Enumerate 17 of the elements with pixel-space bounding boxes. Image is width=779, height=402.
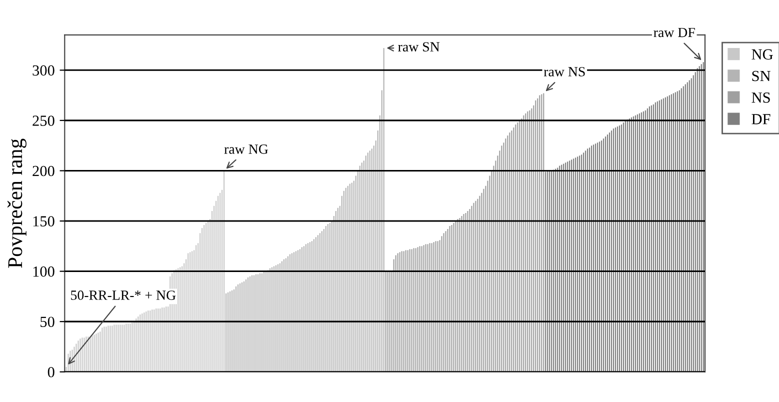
- annotation: 50-RR-LR-* + NG: [71, 290, 176, 300]
- y-tick-label: 250: [32, 116, 54, 126]
- y-axis-title: Povprečen rang: [7, 138, 26, 268]
- legend-label: NG: [752, 49, 773, 60]
- annotation: raw DF: [654, 28, 695, 38]
- legend-label: DF: [752, 114, 770, 124]
- annotation: raw NS: [544, 67, 585, 76]
- y-tick-label: 200: [32, 166, 54, 176]
- y-tick-label: 0: [48, 366, 54, 378]
- legend-label: NS: [752, 92, 770, 103]
- y-tick-label: 50: [40, 316, 54, 328]
- legend-label: SN: [752, 70, 770, 82]
- annotation: raw SN: [398, 42, 440, 52]
- y-tick-label: 150: [33, 216, 54, 226]
- annotation: raw NG: [224, 144, 268, 154]
- y-tick-label: 300: [32, 65, 54, 76]
- y-tick-label: 100: [33, 266, 54, 277]
